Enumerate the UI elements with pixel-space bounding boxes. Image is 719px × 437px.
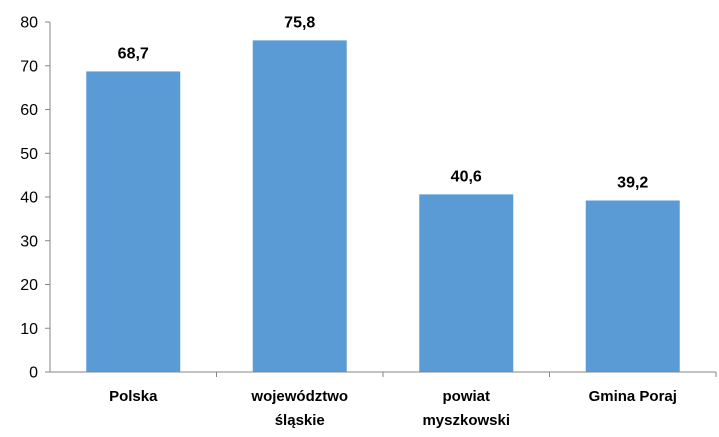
bar <box>585 200 680 372</box>
y-tick-label: 0 <box>29 365 38 382</box>
x-category-label: powiat myszkowski <box>422 388 510 429</box>
x-category-label: Gmina Poraj <box>589 388 677 405</box>
bar <box>252 40 347 372</box>
y-tick-label: 60 <box>20 102 38 119</box>
bar-value-label: 68,7 <box>118 45 149 62</box>
bars-group <box>86 40 680 372</box>
y-tick-label: 50 <box>20 146 38 163</box>
x-category-label: Polska <box>109 388 158 405</box>
bar <box>86 71 181 372</box>
x-axis-category-labels: Polska województwo śląskie powiat myszkowski… <box>109 388 677 429</box>
y-axis-ticks: 0 10 20 30 40 50 60 70 80 <box>20 15 50 382</box>
y-tick-label: 30 <box>20 233 38 250</box>
y-tick-label: 20 <box>20 277 38 294</box>
y-tick-label: 70 <box>20 58 38 75</box>
y-tick-label: 40 <box>20 190 38 207</box>
y-tick-label: 10 <box>20 321 38 338</box>
bar-value-label: 75,8 <box>284 14 315 31</box>
bar <box>419 194 514 372</box>
bar-value-label: 39,2 <box>617 175 648 192</box>
x-axis-ticks <box>216 372 717 377</box>
bar-value-label: 40,6 <box>451 168 482 185</box>
data-labels-group: 68,7 75,8 40,6 39,2 <box>118 14 649 191</box>
y-tick-label: 80 <box>20 15 38 32</box>
x-category-label: województwo śląskie <box>250 388 348 429</box>
